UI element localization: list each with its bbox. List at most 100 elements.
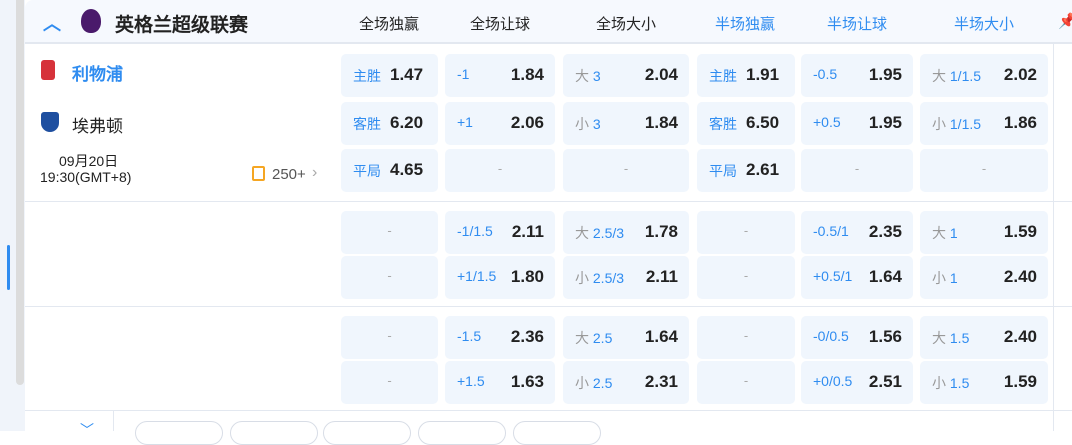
odds-cell[interactable]: - (697, 316, 795, 359)
line-value: +1/1.5 (457, 268, 497, 284)
left-sidebar (0, 0, 25, 431)
line-value: 平局 (353, 163, 381, 179)
odds-value: 2.04 (644, 65, 678, 84)
odds-value: 1.91 (746, 65, 780, 84)
away-team[interactable]: 埃弗顿 (72, 117, 123, 136)
chevron-right-icon[interactable]: › (312, 164, 318, 181)
odds-cell[interactable]: +1.5 1.63 (445, 361, 555, 404)
odds-cell[interactable]: 平局 4.65 (341, 149, 438, 192)
odds-cell[interactable]: +1/1.5 1.80 (445, 256, 555, 299)
market-tab[interactable] (513, 421, 601, 445)
odds-cell[interactable]: 小 1/1.5 1.86 (920, 102, 1048, 145)
odds-cell[interactable]: - (697, 361, 795, 404)
odds-cell[interactable]: - (341, 211, 438, 254)
odds-cell[interactable]: 大 1 1.59 (920, 211, 1048, 254)
line-value: -0.5/1 (813, 223, 849, 239)
line-value: 平局 (709, 163, 737, 179)
line-value: 2.5/3 (592, 225, 625, 241)
odds-cell[interactable]: 主胜 1.91 (697, 54, 795, 97)
col-header-ht-1x2: 半场独赢 (714, 16, 775, 33)
line-value: 1 (949, 270, 958, 286)
scrollbar[interactable] (16, 0, 24, 385)
market-tab[interactable] (135, 421, 223, 445)
odds-cell[interactable]: 小 1.5 1.59 (920, 361, 1048, 404)
odds-cell[interactable]: 大 2.5/3 1.78 (563, 211, 689, 254)
odds-value: 2.40 (1003, 267, 1037, 286)
ou-prefix: 小 (575, 375, 589, 391)
odds-value: 2.06 (510, 113, 544, 132)
odds-cell[interactable]: -1 1.84 (445, 54, 555, 97)
odds-cell[interactable]: -1.5 2.36 (445, 316, 555, 359)
line-value: 1/1.5 (949, 116, 982, 132)
odds-cell[interactable]: 大 3 2.04 (563, 54, 689, 97)
odds-label: -1/1.5 (457, 223, 493, 239)
odds-cell[interactable]: -1/1.5 2.11 (445, 211, 555, 254)
odds-label: 大 3 (575, 66, 601, 86)
odds-cell[interactable]: 小 3 1.84 (563, 102, 689, 145)
collapse-chevron-icon[interactable]: ︿ (43, 14, 61, 34)
odds-label: 客胜 (353, 114, 381, 134)
odds-cell[interactable]: 客胜 6.20 (341, 102, 438, 145)
odds-cell[interactable]: - (801, 149, 913, 192)
odds-cell[interactable]: +0.5 1.95 (801, 102, 913, 145)
odds-label: -0.5/1 (813, 223, 849, 239)
odds-cell[interactable]: - (697, 211, 795, 254)
odds-value: 1.64 (644, 327, 678, 346)
ou-prefix: 小 (932, 270, 946, 286)
odds-cell[interactable]: - (341, 316, 438, 359)
more-markets-count[interactable]: 250+ (272, 166, 306, 183)
odds-value: 2.31 (644, 372, 678, 391)
empty-odds: - (981, 161, 987, 176)
odds-cell[interactable]: - (697, 256, 795, 299)
odds-cell[interactable]: 小 1 2.40 (920, 256, 1048, 299)
ou-prefix: 小 (932, 375, 946, 391)
market-tab[interactable] (323, 421, 411, 445)
expand-chevron-icon[interactable]: ﹀ (80, 422, 94, 438)
odds-value: 1.63 (510, 372, 544, 391)
odds-cell[interactable]: - (445, 149, 555, 192)
line-value: 主胜 (709, 68, 737, 84)
odds-label: 小 2.5 (575, 373, 612, 393)
line-value: 1.5 (949, 375, 970, 391)
odds-cell[interactable]: - (341, 256, 438, 299)
odds-cell[interactable]: 小 2.5/3 2.11 (563, 256, 689, 299)
odds-cell[interactable]: +1 2.06 (445, 102, 555, 145)
pin-icon[interactable]: 📌 (1058, 13, 1072, 30)
odds-cell[interactable]: - (563, 149, 689, 192)
odds-cell[interactable]: 小 2.5 2.31 (563, 361, 689, 404)
odds-cell[interactable]: -0.5/1 2.35 (801, 211, 913, 254)
odds-cell[interactable]: 大 1/1.5 2.02 (920, 54, 1048, 97)
odds-cell[interactable]: 客胜 6.50 (697, 102, 795, 145)
odds-cell[interactable]: +0.5/1 1.64 (801, 256, 913, 299)
col-header-ft-1x2: 全场独赢 (358, 16, 419, 33)
ou-prefix: 小 (575, 116, 589, 132)
odds-cell[interactable]: 主胜 1.47 (341, 54, 438, 97)
empty-odds: - (743, 223, 749, 238)
odds-label: 大 2.5/3 (575, 223, 624, 243)
odds-cell[interactable]: 大 1.5 2.40 (920, 316, 1048, 359)
odds-label: -1.5 (457, 328, 481, 344)
odds-label: +1/1.5 (457, 268, 496, 284)
odds-value: 4.65 (390, 160, 424, 179)
odds-cell[interactable]: +0/0.5 2.51 (801, 361, 913, 404)
divider (1053, 44, 1054, 431)
odds-label: 小 3 (575, 114, 601, 134)
market-tab[interactable] (230, 421, 318, 445)
empty-odds: - (854, 161, 860, 176)
odds-cell[interactable]: -0/0.5 1.56 (801, 316, 913, 359)
odds-cell[interactable]: - (920, 149, 1048, 192)
odds-cell[interactable]: -0.5 1.95 (801, 54, 913, 97)
odds-value: 2.02 (1003, 65, 1037, 84)
odds-value: 1.95 (868, 65, 902, 84)
odds-cell[interactable]: - (341, 361, 438, 404)
line-value: -0/0.5 (813, 328, 849, 344)
line-value: 1/1.5 (949, 68, 982, 84)
odds-cell[interactable]: 平局 2.61 (697, 149, 795, 192)
odds-label: 小 2.5/3 (575, 268, 624, 288)
line-value: +0.5/1 (813, 268, 853, 284)
odds-cell[interactable]: 大 2.5 1.64 (563, 316, 689, 359)
home-team[interactable]: 利物浦 (72, 65, 123, 84)
market-tab[interactable] (418, 421, 506, 445)
odds-label: -0/0.5 (813, 328, 849, 344)
ou-prefix: 小 (575, 270, 589, 286)
